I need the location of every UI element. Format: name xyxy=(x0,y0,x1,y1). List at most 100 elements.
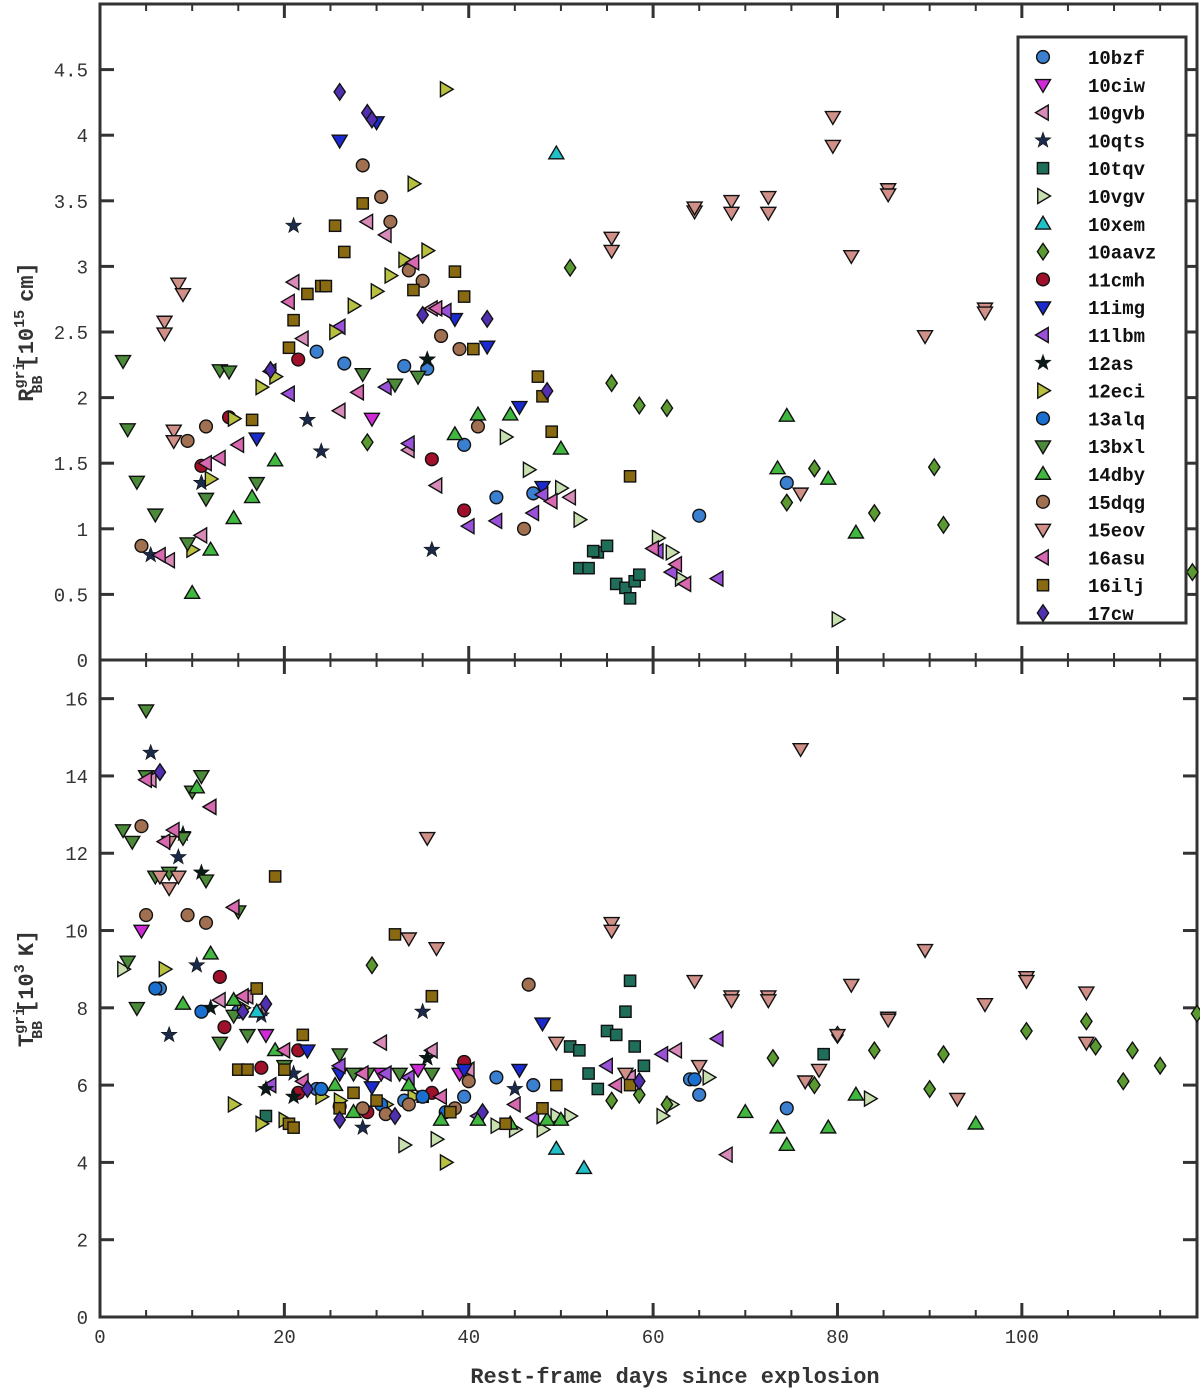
legend-marker-14dby xyxy=(1034,465,1052,480)
data-point-10gvb xyxy=(210,991,226,1009)
data-point-17cw xyxy=(236,1002,250,1022)
y-tick-label: 1.5 xyxy=(54,454,88,476)
data-point-15eov xyxy=(427,941,446,957)
data-point-17cw xyxy=(416,305,430,325)
data-point-15eov xyxy=(602,231,621,247)
data-point-16asu xyxy=(201,798,217,816)
data-point-15eov xyxy=(722,194,741,210)
data-point-10xem xyxy=(547,1140,566,1155)
y-tick-label: 3 xyxy=(77,257,88,279)
data-point-11lbm xyxy=(376,1064,392,1083)
data-point-11lbm xyxy=(708,569,724,588)
data-point-10gvb xyxy=(427,476,443,495)
legend-marker-10aavz xyxy=(1036,242,1050,262)
data-point-11lbm xyxy=(280,384,295,403)
data-point-14dby xyxy=(469,405,487,421)
data-point-15eov xyxy=(165,424,183,440)
data-point-15eov xyxy=(1077,1036,1096,1052)
data-point-12eci xyxy=(407,175,423,193)
data-point-11img xyxy=(330,134,349,150)
data-point-11lbm xyxy=(662,563,678,581)
data-point-10ciw xyxy=(257,1028,275,1044)
y-tick-label: 0 xyxy=(77,1308,88,1330)
legend-marker-13bxl xyxy=(1034,440,1052,456)
data-point-13bxl xyxy=(118,423,137,438)
data-point-11cmh xyxy=(424,452,439,467)
legend-label-12as: 12as xyxy=(1088,354,1134,376)
data-point-10gvb xyxy=(284,273,300,291)
data-point-15dqg xyxy=(198,419,214,434)
data-point-13bxl xyxy=(197,874,215,890)
data-point-16asu xyxy=(644,539,660,558)
data-point-16ilj xyxy=(467,342,480,356)
y-label-main: R xyxy=(15,388,40,402)
data-point-12eci xyxy=(421,241,437,260)
x-tick-label: 0 xyxy=(94,1327,105,1349)
data-point-10bzf xyxy=(489,1070,504,1085)
data-point-10tqv xyxy=(623,592,637,605)
data-point-15eov xyxy=(155,315,174,331)
data-point-15eov xyxy=(155,327,174,343)
data-point-10gvb xyxy=(561,488,577,507)
data-point-10aavz xyxy=(1019,1021,1033,1041)
data-point-16ilj xyxy=(388,928,402,941)
data-point-10bzf xyxy=(397,359,412,374)
legend-label-10aavz: 10aavz xyxy=(1088,243,1156,265)
data-point-10vgv xyxy=(702,1068,718,1087)
data-point-16asu xyxy=(404,253,420,272)
legend-marker-12as xyxy=(1034,353,1052,371)
data-point-16ilj xyxy=(356,197,370,210)
data-point-15eov xyxy=(602,244,621,260)
data-point-10bzf xyxy=(489,490,504,505)
data-point-10ciw xyxy=(363,412,381,428)
data-point-10vgv xyxy=(554,479,570,497)
y-tick-label: 0.5 xyxy=(54,585,88,607)
data-point-10aavz xyxy=(365,955,379,975)
legend-label-13alq: 13alq xyxy=(1088,409,1145,431)
data-point-14dby xyxy=(967,1114,985,1130)
data-point-13bxl xyxy=(211,1036,229,1052)
data-point-15eov xyxy=(400,932,418,948)
data-point-13bxl xyxy=(146,508,165,524)
data-point-11lbm xyxy=(524,1109,540,1127)
data-point-15eov xyxy=(879,1013,897,1029)
y-label-sup: gri xyxy=(12,362,29,389)
data-point-13alq xyxy=(194,1004,209,1019)
data-point-10bzf xyxy=(692,508,707,523)
data-point-10qts xyxy=(506,1079,524,1097)
y-tick-label: 2 xyxy=(77,389,88,411)
data-point-10tqv xyxy=(582,1067,595,1080)
data-point-10tqv xyxy=(600,539,614,553)
data-point-10qts xyxy=(142,743,160,761)
legend-marker-11img xyxy=(1034,301,1052,317)
legend-marker-11cmh xyxy=(1035,272,1051,287)
legend-label-15dqg: 15dqg xyxy=(1088,493,1145,515)
data-point-10tqv xyxy=(637,1059,651,1073)
data-point-16asu xyxy=(280,293,295,311)
data-point-15eov xyxy=(685,974,704,990)
data-point-14dby xyxy=(201,944,220,960)
data-point-16asu xyxy=(234,987,249,1005)
data-point-10bzf xyxy=(779,475,794,490)
data-point-15eov xyxy=(547,1036,566,1052)
data-point-12eci xyxy=(370,282,386,301)
data-point-13bxl xyxy=(354,368,372,383)
y-label-unit: [10 xyxy=(15,973,40,1013)
data-point-10gvb xyxy=(192,526,208,545)
data-point-13bxl xyxy=(390,1067,409,1083)
data-point-15eov xyxy=(828,1028,847,1044)
data-point-14dby xyxy=(174,995,192,1010)
data-point-15eov xyxy=(418,831,436,847)
data-point-10aavz xyxy=(1153,1056,1167,1076)
data-point-16ilj xyxy=(278,1063,291,1076)
data-point-11lbm xyxy=(653,1045,669,1063)
y-tick-label: 12 xyxy=(65,844,88,866)
data-point-11img xyxy=(533,1017,552,1033)
data-point-15eov xyxy=(824,110,842,126)
data-point-16asu xyxy=(667,555,683,573)
data-point-16ilj xyxy=(425,989,439,1003)
data-point-15eov xyxy=(616,1067,635,1083)
data-point-10qts xyxy=(169,847,188,865)
data-point-10aavz xyxy=(1116,1071,1130,1091)
data-point-10tqv xyxy=(573,1044,586,1057)
